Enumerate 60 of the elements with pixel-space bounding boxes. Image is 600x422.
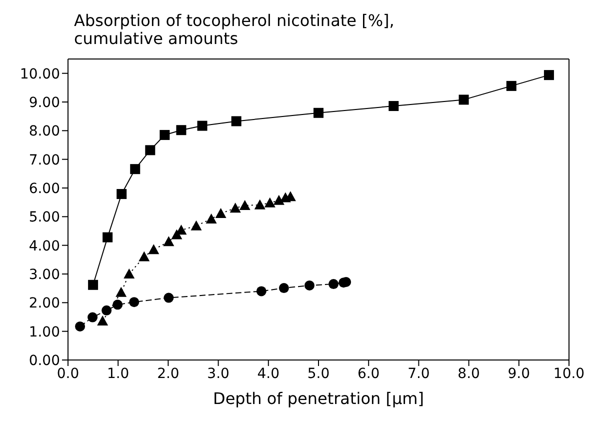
point [197, 120, 208, 131]
y-tick-label: 5.00 [28, 210, 60, 226]
point [256, 286, 266, 296]
point [138, 251, 150, 262]
point [164, 292, 174, 303]
point [388, 101, 399, 112]
chart-title: Absorption of tocopherol nicotinate [%], cumulative amounts [74, 11, 394, 48]
x-tick-label: 4.0 [257, 366, 280, 382]
x-tick-label: 1.0 [106, 366, 130, 382]
point [88, 312, 98, 322]
point [75, 321, 86, 332]
y-tick-label: 1.00 [28, 324, 60, 340]
x-axis-title: Depth of penetration [µm] [213, 389, 424, 408]
y-tick-label: 6.00 [28, 180, 60, 197]
x-tick-label: 3.0 [207, 366, 230, 382]
point [506, 80, 516, 91]
point [231, 116, 242, 126]
y-tick-label: 8.00 [28, 124, 60, 140]
point [314, 108, 324, 118]
point [116, 189, 127, 200]
point [145, 145, 156, 156]
point [129, 297, 140, 308]
point [278, 283, 289, 294]
point [112, 300, 123, 310]
point [102, 305, 112, 316]
point [88, 280, 98, 290]
point [160, 130, 170, 140]
y-tick-label: 3.00 [28, 266, 60, 283]
point [206, 213, 217, 224]
point [176, 125, 186, 136]
y-tick-label: 10.00 [20, 66, 60, 82]
y-tick-label: 9.00 [28, 94, 60, 111]
point [97, 316, 108, 326]
point [254, 199, 266, 210]
point [273, 194, 284, 205]
point [304, 280, 314, 290]
point [148, 244, 160, 254]
y-tick-label: 4.00 [28, 238, 60, 254]
x-tick-label: 2.0 [157, 366, 180, 382]
point [130, 164, 140, 174]
point [230, 202, 241, 213]
point [215, 208, 226, 218]
x-tick-label: 7.0 [408, 366, 430, 382]
x-tick-label: 8.0 [458, 366, 480, 382]
point [163, 236, 174, 246]
point [264, 197, 276, 208]
x-tick-label: 5.0 [307, 366, 330, 382]
point [458, 94, 469, 105]
x-tick-label: 9.0 [508, 366, 530, 382]
point [116, 286, 127, 297]
point [239, 200, 250, 210]
point [124, 268, 135, 278]
point [102, 232, 113, 242]
x-tick-label: 10.0 [553, 366, 585, 382]
y-tick-label: 7.00 [28, 152, 60, 168]
point [190, 220, 202, 230]
x-tick-label: 6.0 [357, 366, 380, 382]
point [328, 279, 339, 290]
y-tick-label: 2.00 [28, 296, 60, 312]
point [544, 70, 554, 80]
